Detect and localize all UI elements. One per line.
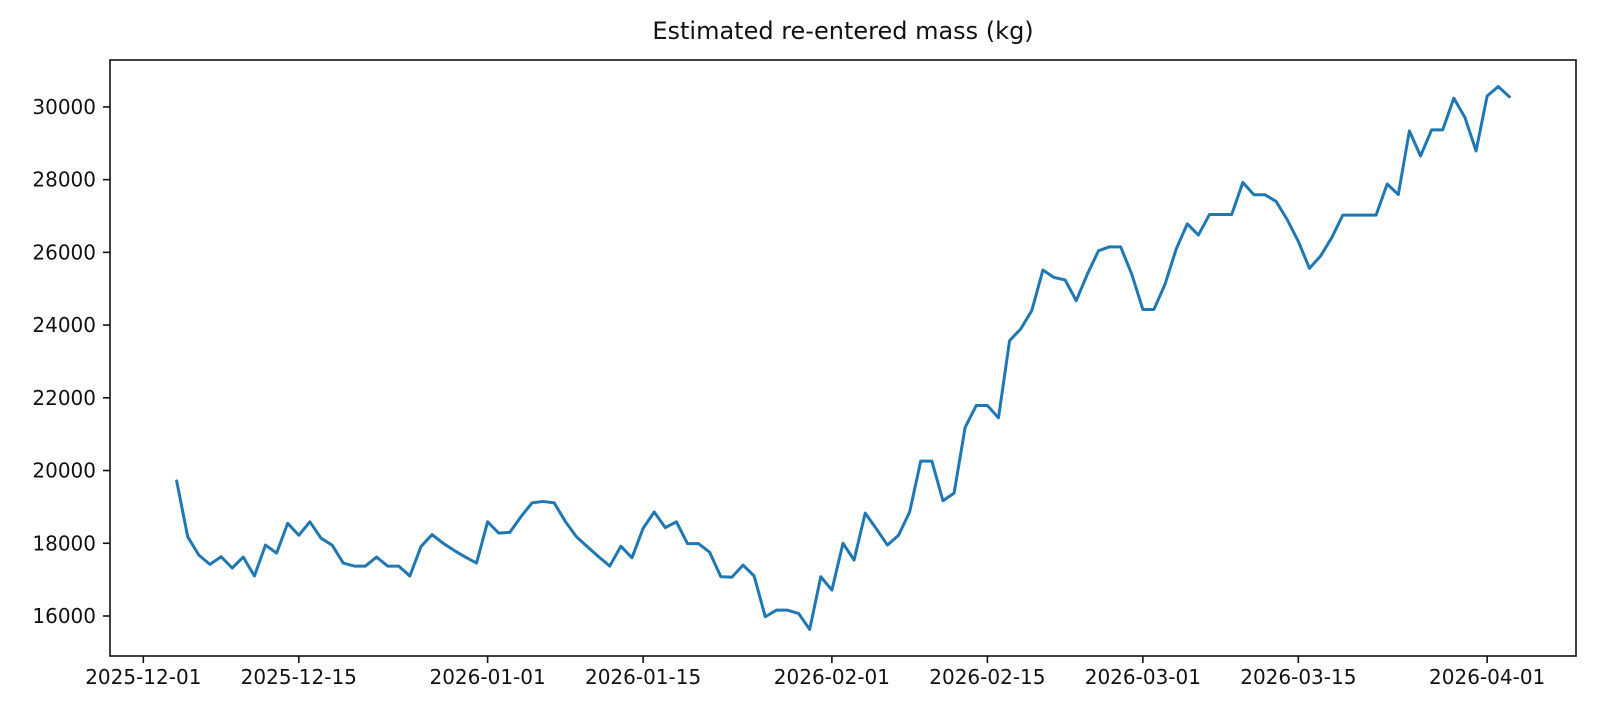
x-tick-label-8: 2026-04-01: [1429, 665, 1545, 689]
y-tick-label-0: 16000: [32, 604, 96, 628]
y-tick-label-3: 22000: [32, 386, 96, 410]
y-tick-label-1: 18000: [32, 531, 96, 555]
x-tick-label-2: 2026-01-01: [429, 665, 545, 689]
y-tick-label-4: 24000: [32, 313, 96, 337]
plot-border: [109, 59, 1577, 657]
x-tick-label-1: 2025-12-15: [241, 665, 357, 689]
x-tick-label-3: 2026-01-15: [585, 665, 701, 689]
x-tick-label-4: 2026-02-01: [774, 665, 890, 689]
y-tick-label-2: 20000: [32, 459, 96, 483]
y-tick-label-7: 30000: [32, 95, 96, 119]
x-tick-label-5: 2026-02-15: [929, 665, 1045, 689]
series-line-estimated-re-entered-mass: [175, 85, 1511, 631]
x-tick-label-0: 2025-12-01: [85, 665, 201, 689]
x-tick-label-6: 2026-03-01: [1085, 665, 1201, 689]
chart-title: Estimated re-entered mass (kg): [652, 17, 1034, 45]
x-tick-label-7: 2026-03-15: [1240, 665, 1356, 689]
y-tick-label-6: 28000: [32, 168, 96, 192]
y-tick-label-5: 26000: [32, 240, 96, 264]
